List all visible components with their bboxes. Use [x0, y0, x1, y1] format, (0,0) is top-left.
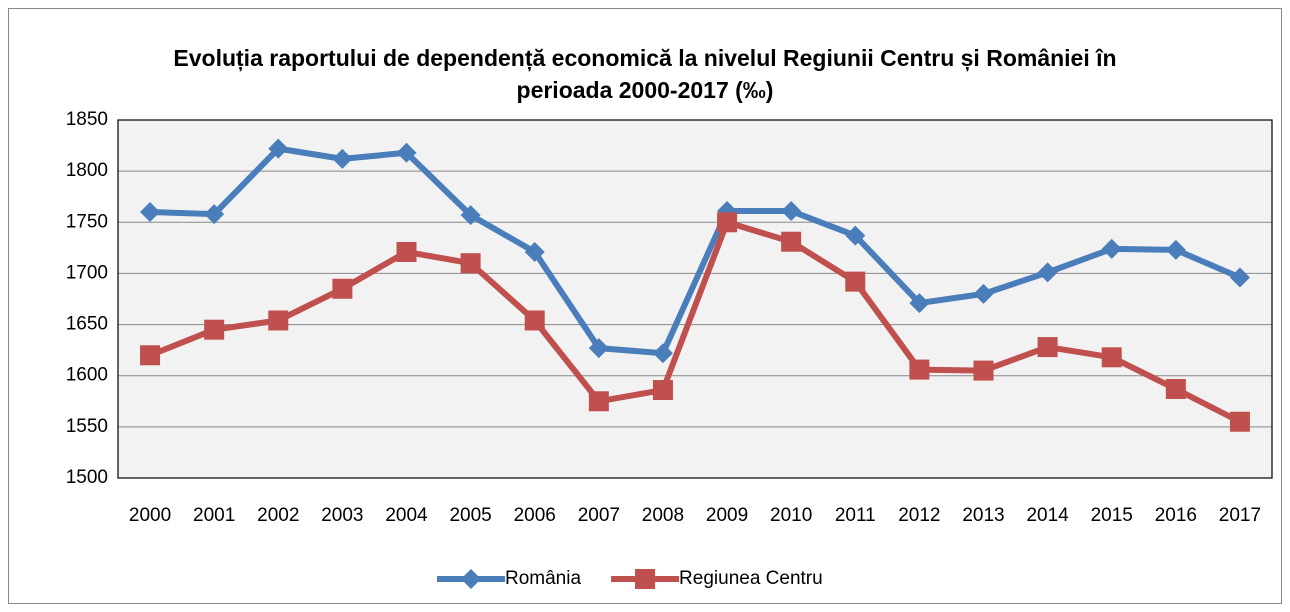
x-tick-label: 2017: [1219, 505, 1261, 526]
point: [635, 569, 656, 589]
point: [524, 310, 545, 331]
x-tick-label: 2004: [385, 505, 428, 526]
point: [845, 271, 866, 292]
point: [909, 359, 930, 380]
point: [1229, 411, 1250, 432]
legend-label: România: [505, 568, 581, 589]
point: [973, 283, 994, 304]
point: [717, 212, 738, 233]
plot-border: [117, 119, 1273, 479]
point: [588, 338, 609, 359]
legend-label: Regiunea Centru: [679, 568, 823, 589]
x-tick-label: 2012: [898, 505, 940, 526]
point: [781, 201, 802, 222]
point: [396, 142, 417, 163]
point: [460, 253, 481, 274]
point: [1229, 267, 1250, 288]
point: [652, 380, 673, 401]
x-tick-label: 2008: [642, 505, 684, 526]
point: [1101, 347, 1122, 368]
x-tick-label: 2001: [193, 505, 235, 526]
point: [1165, 239, 1186, 260]
y-tick-label: 1700: [66, 262, 108, 283]
chart-title: Evoluția raportului de dependență econom…: [173, 45, 1117, 103]
point: [652, 343, 673, 364]
y-tick-label: 1750: [66, 211, 108, 232]
point: [588, 391, 609, 412]
point: [909, 293, 930, 314]
series-line: [149, 145, 1242, 357]
point: [140, 202, 161, 223]
x-tick-label: 2014: [1026, 505, 1069, 526]
x-tick-label: 2003: [321, 505, 363, 526]
x-tick-label: 2016: [1155, 505, 1197, 526]
x-tick-label: 2015: [1091, 505, 1133, 526]
point: [781, 231, 802, 252]
x-tick-label: 2009: [706, 505, 748, 526]
point: [332, 278, 353, 299]
point: [1101, 238, 1122, 259]
point: [140, 345, 161, 366]
point: [1165, 379, 1186, 400]
x-tick-label: 2006: [514, 505, 556, 526]
point: [332, 148, 353, 169]
point: [973, 360, 994, 381]
point: [1037, 262, 1058, 283]
x-tick-label: 2007: [578, 505, 620, 526]
y-tick-label: 1500: [66, 467, 108, 488]
x-tick-label: 2013: [962, 505, 1004, 526]
point: [1037, 337, 1058, 358]
x-tick-label: 2011: [835, 505, 876, 526]
x-tick-label: 2005: [449, 505, 491, 526]
point: [460, 205, 481, 226]
point: [204, 319, 225, 340]
x-tick-label: 2000: [129, 505, 171, 526]
point: [268, 138, 289, 159]
y-tick-label: 1600: [66, 365, 108, 386]
point: [204, 204, 225, 225]
point: [461, 569, 481, 589]
series-line: [148, 219, 1242, 425]
point: [396, 241, 417, 262]
point: [845, 225, 866, 246]
point: [524, 241, 545, 262]
y-tick-label: 1850: [66, 109, 108, 130]
y-tick-label: 1800: [66, 160, 108, 181]
x-tick-label: 2010: [770, 505, 812, 526]
x-tick-label: 2002: [257, 505, 299, 526]
y-tick-label: 1650: [66, 314, 108, 335]
point: [268, 310, 289, 331]
y-tick-label: 1550: [66, 416, 108, 437]
